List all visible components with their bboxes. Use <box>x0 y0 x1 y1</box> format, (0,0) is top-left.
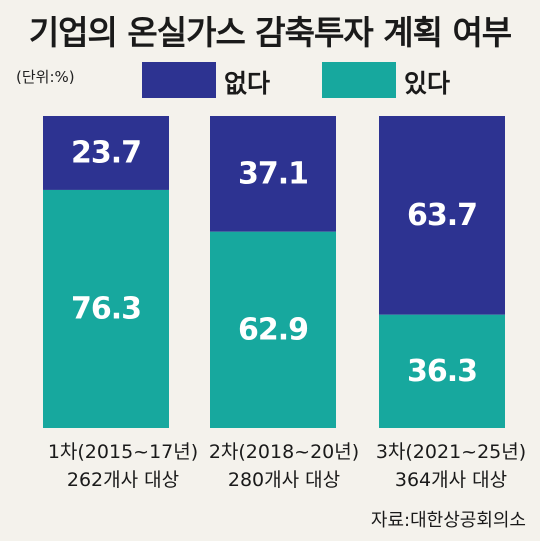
bar-have-3 <box>379 314 505 428</box>
value-label-have-2: 62.9 <box>238 312 308 347</box>
value-label-none-1: 23.7 <box>71 135 141 170</box>
bar-none-3 <box>379 116 505 315</box>
value-label-none-2: 37.1 <box>238 156 308 191</box>
category-label-3: 3차(2021~25년) 364개사 대상 <box>366 438 536 494</box>
category-period-2: 2차(2018~20년) <box>208 441 360 463</box>
value-label-have-1: 76.3 <box>71 291 141 326</box>
legend-label-have: 있다 <box>404 69 451 98</box>
legend-label-none: 없다 <box>224 69 271 98</box>
bar-none-2 <box>210 116 336 232</box>
category-label-2: 2차(2018~20년) 280개사 대상 <box>199 438 369 494</box>
chart-title: 기업의 온실가스 감축투자 계획 여부 <box>28 13 512 52</box>
unit-label: (단위:%) <box>16 68 75 86</box>
value-label-have-3: 36.3 <box>407 354 477 389</box>
value-label-none-3: 63.7 <box>407 198 477 233</box>
bar-have-1 <box>43 189 169 428</box>
legend-swatch-none <box>142 62 216 98</box>
category-sample-2: 280개사 대상 <box>227 469 341 491</box>
category-period-1: 1차(2015~17년) <box>47 441 199 463</box>
legend-swatch-have <box>322 62 396 98</box>
category-period-3: 3차(2021~25년) <box>375 441 527 463</box>
bar-none-1 <box>43 116 169 190</box>
bar-have-2 <box>210 231 336 428</box>
category-label-1: 1차(2015~17년) 262개사 대상 <box>38 438 208 494</box>
category-sample-3: 364개사 대상 <box>394 469 508 491</box>
source-label: 자료:대한상공회의소 <box>370 510 526 531</box>
category-sample-1: 262개사 대상 <box>66 469 180 491</box>
